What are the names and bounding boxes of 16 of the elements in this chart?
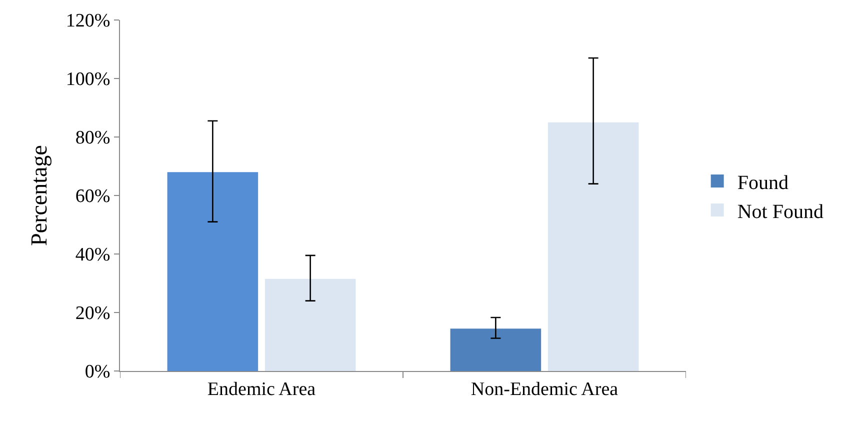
y-tick-label: 100% bbox=[66, 69, 110, 90]
y-tick-label: 120% bbox=[66, 10, 110, 32]
bar bbox=[167, 172, 258, 371]
legend-label: Not Found bbox=[737, 200, 824, 223]
y-tick-label: 20% bbox=[75, 303, 110, 324]
legend-label: Found bbox=[737, 172, 788, 194]
bar bbox=[450, 328, 542, 371]
y-tick-label: 0% bbox=[84, 362, 110, 383]
y-tick-label: 60% bbox=[75, 186, 110, 208]
x-tick-label: Non-Endemic Area bbox=[470, 378, 619, 400]
x-tick-label: Endemic Area bbox=[207, 378, 316, 400]
bar bbox=[264, 278, 356, 371]
y-tick-label: 40% bbox=[75, 244, 110, 266]
y-axis-title: Percentage bbox=[26, 145, 52, 246]
y-tick-label: 80% bbox=[75, 128, 110, 149]
bar bbox=[548, 122, 639, 371]
